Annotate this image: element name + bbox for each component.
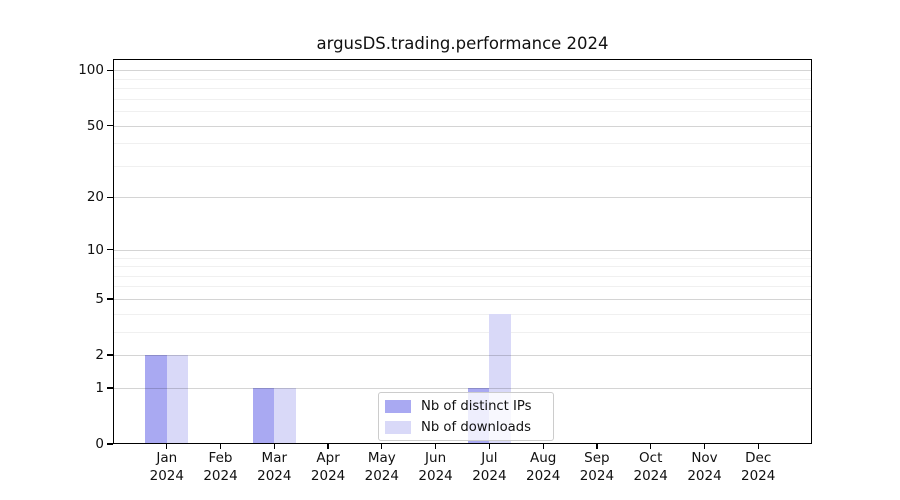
gridline-minor-6: [113, 286, 812, 288]
y-axis-label-50: 50: [86, 117, 104, 134]
gridline-minor-8: [113, 266, 812, 267]
gridline-minor-30: [113, 165, 812, 167]
x-axis-tick-jul: [488, 444, 491, 449]
x-axis-label-aug: Aug 2024: [526, 450, 561, 484]
x-axis-label-jun: Jun 2024: [418, 450, 453, 484]
legend-item-nb-of-downloads: Nb of downloads: [385, 418, 547, 436]
x-axis-tick-nov: [703, 444, 706, 449]
gridline-minor-3: [113, 331, 812, 333]
legend-item-nb-of-distinct-ips: Nb of distinct IPs: [385, 397, 547, 415]
x-axis-label-apr: Apr 2024: [310, 450, 346, 484]
legend-label-nb-of-distinct-ips: Nb of distinct IPs: [421, 398, 532, 414]
gridline-minor-70: [113, 98, 812, 100]
y-axis-tick-1: [107, 387, 113, 389]
gridline-major-50: [113, 125, 812, 127]
chart-title: argusDS.trading.performance 2024: [316, 34, 609, 53]
y-axis-tick-2: [107, 354, 113, 356]
gridline-major-100: [113, 70, 812, 72]
legend-swatch-nb-of-downloads: [385, 420, 411, 434]
y-axis-label-0: 0: [95, 436, 104, 452]
x-axis-label-feb: Feb 2024: [203, 450, 238, 484]
x-axis-tick-aug: [542, 444, 544, 449]
x-axis-tick-feb: [219, 444, 222, 449]
gridline-major-20: [113, 197, 812, 199]
y-axis-label-1: 1: [95, 379, 104, 396]
gridline-minor-60: [113, 111, 812, 113]
y-axis-tick-50: [107, 124, 113, 127]
y-axis-label-20: 20: [86, 189, 104, 206]
plot-area: [113, 59, 812, 444]
bar-nb-of-distinct-ips-jan: [145, 355, 167, 444]
y-axis-tick-20: [107, 196, 113, 199]
bar-nb-of-downloads-jan: [166, 355, 189, 444]
x-axis-tick-may: [381, 444, 383, 449]
y-axis-label-10: 10: [86, 241, 104, 258]
legend: Nb of distinct IPs Nb of downloads: [378, 392, 554, 441]
x-axis-label-jul: Jul 2024: [472, 450, 507, 484]
y-axis-tick-5: [107, 298, 113, 300]
gridline-minor-90: [113, 78, 812, 80]
bar-nb-of-distinct-ips-mar: [252, 387, 275, 444]
x-axis-tick-mar: [273, 444, 275, 449]
plot-spines: [113, 59, 812, 444]
x-axis-tick-oct: [650, 444, 652, 449]
gridline-minor-40: [113, 143, 812, 145]
x-axis-label-dec: Dec 2024: [741, 450, 776, 484]
x-axis-label-mar: Mar 2024: [257, 450, 292, 484]
x-axis-label-oct: Oct 2024: [633, 450, 668, 484]
legend-label-nb-of-downloads: Nb of downloads: [421, 419, 531, 435]
x-axis-tick-sep: [596, 444, 598, 449]
x-axis-tick-jun: [434, 444, 437, 449]
gridline-major-5: [113, 298, 812, 300]
y-axis-label-100: 100: [78, 62, 104, 79]
gridline-minor-80: [113, 88, 812, 90]
y-axis-tick-0: [107, 443, 113, 445]
y-axis-tick-10: [107, 249, 113, 251]
x-axis-tick-jan: [166, 444, 168, 449]
y-axis-tick-100: [107, 69, 113, 71]
x-axis-label-sep: Sep 2024: [579, 450, 615, 484]
x-axis-tick-apr: [327, 444, 329, 449]
legend-swatch-nb-of-distinct-ips: [385, 399, 411, 413]
gridline-major-2: [113, 355, 812, 356]
y-axis-label-2: 2: [95, 347, 104, 363]
bar-nb-of-downloads-mar: [274, 387, 296, 444]
x-axis-label-nov: Nov 2024: [687, 450, 722, 484]
gridline-minor-7: [113, 275, 812, 277]
gridline-minor-9: [113, 257, 812, 259]
gridline-major-10: [113, 249, 812, 251]
gridline-major-1: [113, 387, 812, 389]
x-axis-label-jan: Jan 2024: [149, 450, 184, 484]
x-axis-tick-dec: [757, 444, 759, 449]
x-axis-label-may: May 2024: [364, 450, 399, 484]
gridline-minor-4: [113, 313, 812, 315]
y-axis-label-5: 5: [95, 290, 104, 307]
